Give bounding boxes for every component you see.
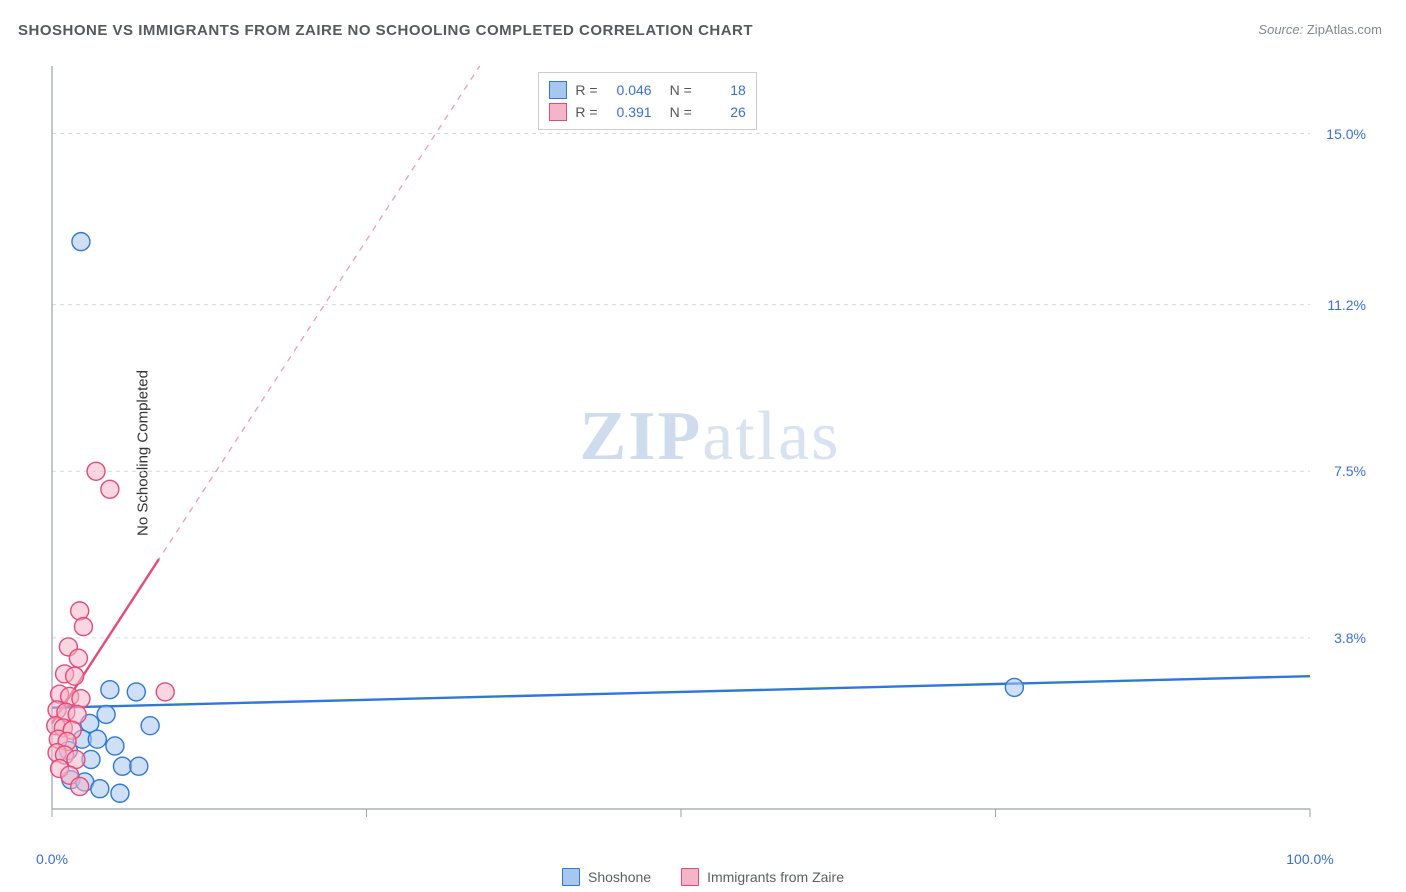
correlation-stat-box: R = 0.046 N = 18 R = 0.391 N = 26 [538,72,756,130]
stat-n-value: 18 [700,82,746,98]
legend-label: Immigrants from Zaire [707,869,844,885]
x-tick-label: 100.0% [1286,851,1333,867]
legend-swatch [562,868,580,886]
x-tick-label: 0.0% [36,851,68,867]
stat-r-value: 0.046 [606,82,652,98]
source-credit: Source: ZipAtlas.com [1258,22,1382,37]
plot-area: No Schooling Completed ZIPatlas R =0.046… [50,60,1370,845]
legend-item: Shoshone [562,868,651,886]
legend-label: Shoshone [588,869,651,885]
stat-row: R = 0.391 N = 26 [549,101,745,123]
chart-svg [50,60,1370,845]
stat-row: R = 0.046 N = 18 [549,79,745,101]
stat-r-value: 0.391 [606,104,652,120]
series-swatch [549,103,567,121]
stat-n-value: 26 [700,104,746,120]
legend-swatch [681,868,699,886]
source-label: Source: [1258,22,1303,37]
stat-r-label: R = [575,104,597,120]
y-tick-label: 7.5% [1334,463,1366,479]
y-tick-label: 11.2% [1327,297,1366,313]
stat-n-label: N = [670,82,692,98]
legend-item: Immigrants from Zaire [681,868,844,886]
chart-title: SHOSHONE VS IMMIGRANTS FROM ZAIRE NO SCH… [18,22,753,39]
stat-r-label: R = [575,82,597,98]
series-swatch [549,81,567,99]
y-tick-label: 15.0% [1326,126,1366,142]
y-tick-label: 3.8% [1334,630,1366,646]
legend-bottom: Shoshone Immigrants from Zaire [562,868,844,886]
stat-n-label: N = [670,104,692,120]
source-value: ZipAtlas.com [1307,22,1382,37]
